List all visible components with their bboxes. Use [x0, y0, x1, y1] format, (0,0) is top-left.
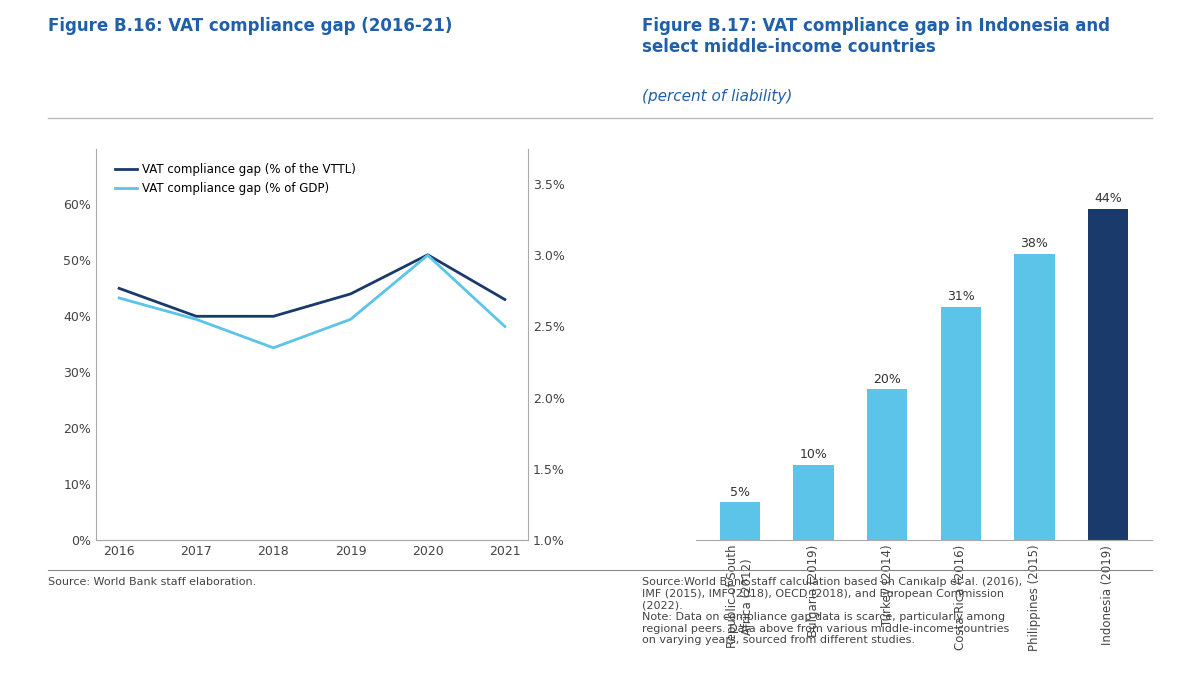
Text: Source:World Bank staff calculation based on Canıkalp et al. (2016),
IMF (2015),: Source:World Bank staff calculation base… — [642, 577, 1022, 645]
Text: Figure B.17: VAT compliance gap in Indonesia and
select middle-income countries: Figure B.17: VAT compliance gap in Indon… — [642, 17, 1110, 55]
Text: 20%: 20% — [874, 373, 901, 385]
Text: Figure B.16: VAT compliance gap (2016-21): Figure B.16: VAT compliance gap (2016-21… — [48, 17, 452, 35]
Bar — [1014, 254, 1055, 540]
Bar — [1087, 209, 1128, 540]
Bar — [720, 502, 761, 540]
Bar — [941, 306, 982, 540]
Text: 38%: 38% — [1020, 237, 1049, 250]
Text: 10%: 10% — [799, 448, 828, 461]
Bar — [866, 389, 907, 540]
Text: Source: World Bank staff elaboration.: Source: World Bank staff elaboration. — [48, 577, 257, 587]
Text: 5%: 5% — [730, 485, 750, 499]
Text: 44%: 44% — [1094, 192, 1122, 205]
Legend: VAT compliance gap (% of the VTTL), VAT compliance gap (% of GDP): VAT compliance gap (% of the VTTL), VAT … — [110, 159, 361, 200]
Bar — [793, 464, 834, 540]
Text: 31%: 31% — [947, 290, 974, 303]
Text: (percent of liability): (percent of liability) — [642, 89, 792, 104]
